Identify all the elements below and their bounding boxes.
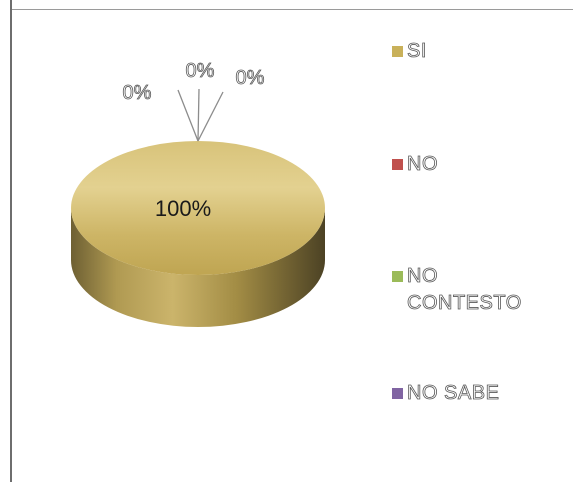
chart-border-left	[10, 0, 12, 482]
pie-slice-si	[71, 141, 325, 275]
data-label: 0%	[236, 67, 265, 89]
data-label: 100%	[155, 196, 211, 221]
legend-label: SI	[407, 40, 427, 63]
legend-item: NO SABE	[392, 380, 499, 407]
legend-swatch	[392, 159, 403, 170]
pie-group	[71, 141, 325, 327]
legend-swatch	[392, 388, 403, 399]
leader-line	[197, 88, 200, 142]
data-label: 0%	[123, 82, 152, 104]
leader-line	[177, 89, 199, 142]
pie-slice-side-si	[71, 208, 325, 327]
legend-swatch	[392, 46, 403, 57]
chart-border-top	[10, 9, 573, 10]
data-labels: 100% 0% 0% 0%	[122, 60, 265, 221]
data-label: 0%	[186, 60, 215, 82]
legend-item: NO CONTESTO	[392, 263, 522, 317]
legend-swatch	[392, 271, 403, 282]
legend-label: NO	[407, 153, 438, 176]
legend-label: NO CONTESTO	[407, 265, 522, 315]
legend-item: SI	[392, 38, 427, 65]
legend-item: NO	[392, 151, 438, 178]
legend-label: NO SABE	[407, 382, 500, 405]
leader-line	[197, 91, 224, 142]
